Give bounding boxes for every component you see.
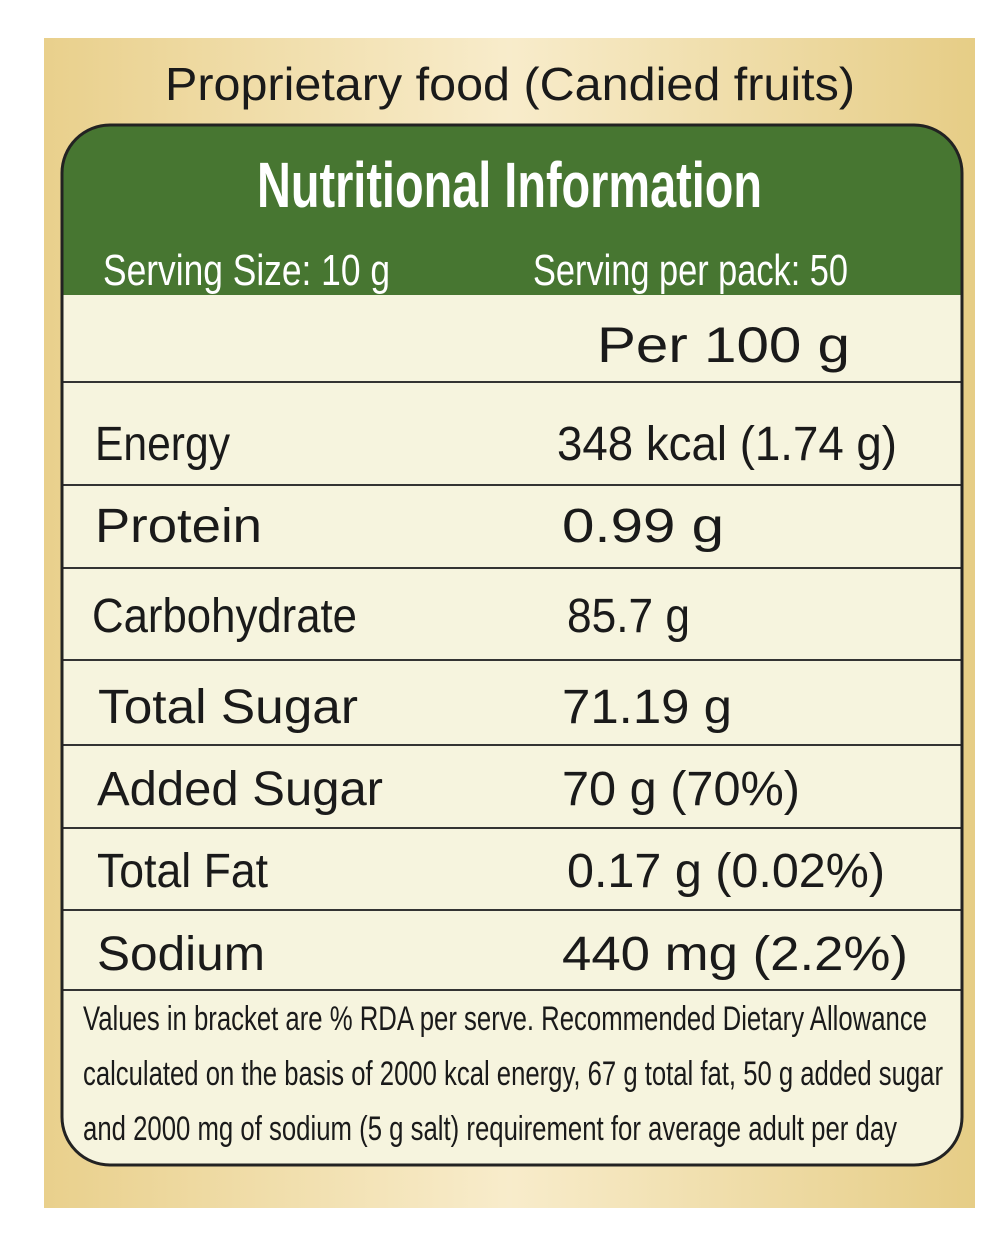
serving-size: Serving Size: 10 g [103,246,390,295]
amount: 440 mg (2.2%) [562,928,908,981]
footnote: calculated on the basis of 2000 kcal ene… [83,1055,943,1093]
nutrient: Added Sugar [97,763,383,816]
column-header: Per 100 g [597,317,850,373]
nutrient: Energy [95,418,230,471]
amount: 0.17 g (0.02%) [567,845,885,898]
servings-per-pack: Serving per pack: 50 [533,246,848,295]
nutrient: Carbohydrate [92,590,357,643]
panel-border [60,123,964,1167]
amount: 348 kcal (1.74 g) [557,418,897,471]
footnote: Values in bracket are % RDA per serve. R… [83,1000,927,1038]
nutrient: Sodium [97,928,265,981]
title: Proprietary food (Candied fruits) [165,58,855,110]
footnote: and 2000 mg of sodium (5 g salt) require… [83,1110,897,1148]
nutrient: Total Sugar [98,681,358,734]
amount: 0.99 g [562,500,724,553]
amount: 70 g (70%) [562,763,800,816]
heading: Nutritional Information [257,149,762,221]
amount: 71.19 g [562,681,732,734]
header-band [62,125,962,295]
panel [62,125,962,1165]
amount: 85.7 g [567,590,690,643]
nutrient: Protein [95,500,262,553]
panel-fill [62,125,962,1165]
nutrient: Total Fat [97,845,268,898]
